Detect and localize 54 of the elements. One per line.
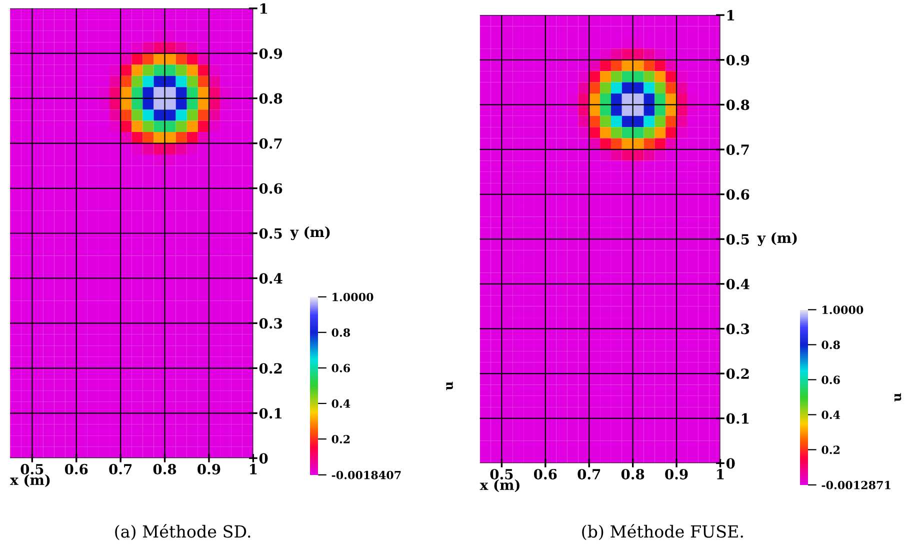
color-bar-label: 0.2 bbox=[822, 446, 840, 454]
y-tick-label: 0.7 bbox=[726, 144, 749, 155]
color-bar-label: 0.2 bbox=[332, 434, 350, 444]
text: (a) Méthode SD. bbox=[115, 524, 250, 540]
y-tick-label: 1 bbox=[727, 10, 734, 20]
y-axis-title: y (m) bbox=[290, 226, 330, 240]
y-tick-label: 0.9 bbox=[726, 54, 750, 66]
x-tick-label: 0.7 bbox=[109, 464, 132, 474]
color-bar-label: 0.4 bbox=[822, 410, 840, 420]
y-tick-label: 0.6 bbox=[259, 183, 282, 194]
x-tick-label: 0.7 bbox=[578, 468, 600, 480]
y-tick-label: 0.2 bbox=[259, 363, 282, 374]
x-tick-label: 0.5 bbox=[490, 468, 513, 480]
x-tick-label: 0.6 bbox=[64, 464, 88, 474]
y-tick-label: 0.4 bbox=[726, 278, 750, 290]
text: (b) Méthode FUSE. bbox=[582, 524, 743, 540]
color-bar-label: 0.6 bbox=[332, 364, 350, 372]
y-tick-label: 0.7 bbox=[259, 138, 282, 149]
x-tick-label: 0.9 bbox=[665, 468, 688, 480]
y-axis-title: y (m) bbox=[757, 232, 797, 246]
y-tick-label: 1 bbox=[260, 3, 268, 14]
color-bar-label: 0.4 bbox=[332, 399, 350, 408]
y-tick-label: 0.5 bbox=[726, 234, 749, 245]
color-bar-label: -0.0018407 bbox=[332, 470, 401, 480]
y-tick-label: 0.3 bbox=[726, 324, 750, 334]
x-axis-title: x (m) bbox=[10, 474, 50, 488]
x-axis-title: x (m) bbox=[480, 479, 520, 492]
x-tick-label: 0.9 bbox=[198, 464, 220, 474]
x-tick-label: 1 bbox=[250, 464, 257, 474]
color-bar-label: 1.0000 bbox=[332, 292, 374, 302]
y-tick-label: 0.1 bbox=[259, 408, 282, 419]
color-bar-label: 0.8 bbox=[332, 328, 350, 337]
color-bar-label: 0.8 bbox=[822, 340, 840, 350]
y-tick-label: 0.2 bbox=[726, 368, 749, 379]
color-bar-title: u bbox=[894, 393, 902, 402]
y-tick-label: 0.9 bbox=[259, 48, 282, 59]
y-tick-label: 0.8 bbox=[726, 100, 750, 110]
color-bar-label: -0.0012871 bbox=[822, 480, 890, 490]
x-tick-label: 0.5 bbox=[20, 464, 44, 474]
y-tick-label: 0.5 bbox=[259, 228, 282, 239]
color-bar-label: 1.0000 bbox=[822, 306, 864, 314]
y-tick-label: 0.1 bbox=[726, 413, 749, 424]
x-tick-label: 0.8 bbox=[621, 468, 644, 480]
x-tick-label: 0.8 bbox=[153, 464, 176, 474]
color-bar-title: u bbox=[446, 382, 453, 390]
x-tick-label: 0.6 bbox=[534, 468, 557, 480]
y-tick-label: 0.6 bbox=[726, 189, 750, 200]
y-tick-label: 0 bbox=[726, 458, 735, 469]
y-tick-label: 0.4 bbox=[259, 273, 282, 284]
y-tick-label: 0 bbox=[259, 453, 268, 464]
x-tick-label: 1 bbox=[717, 468, 724, 480]
color-bar-label: 0.6 bbox=[822, 376, 840, 384]
y-tick-label: 0.8 bbox=[259, 93, 282, 104]
y-tick-label: 0.3 bbox=[259, 318, 282, 329]
